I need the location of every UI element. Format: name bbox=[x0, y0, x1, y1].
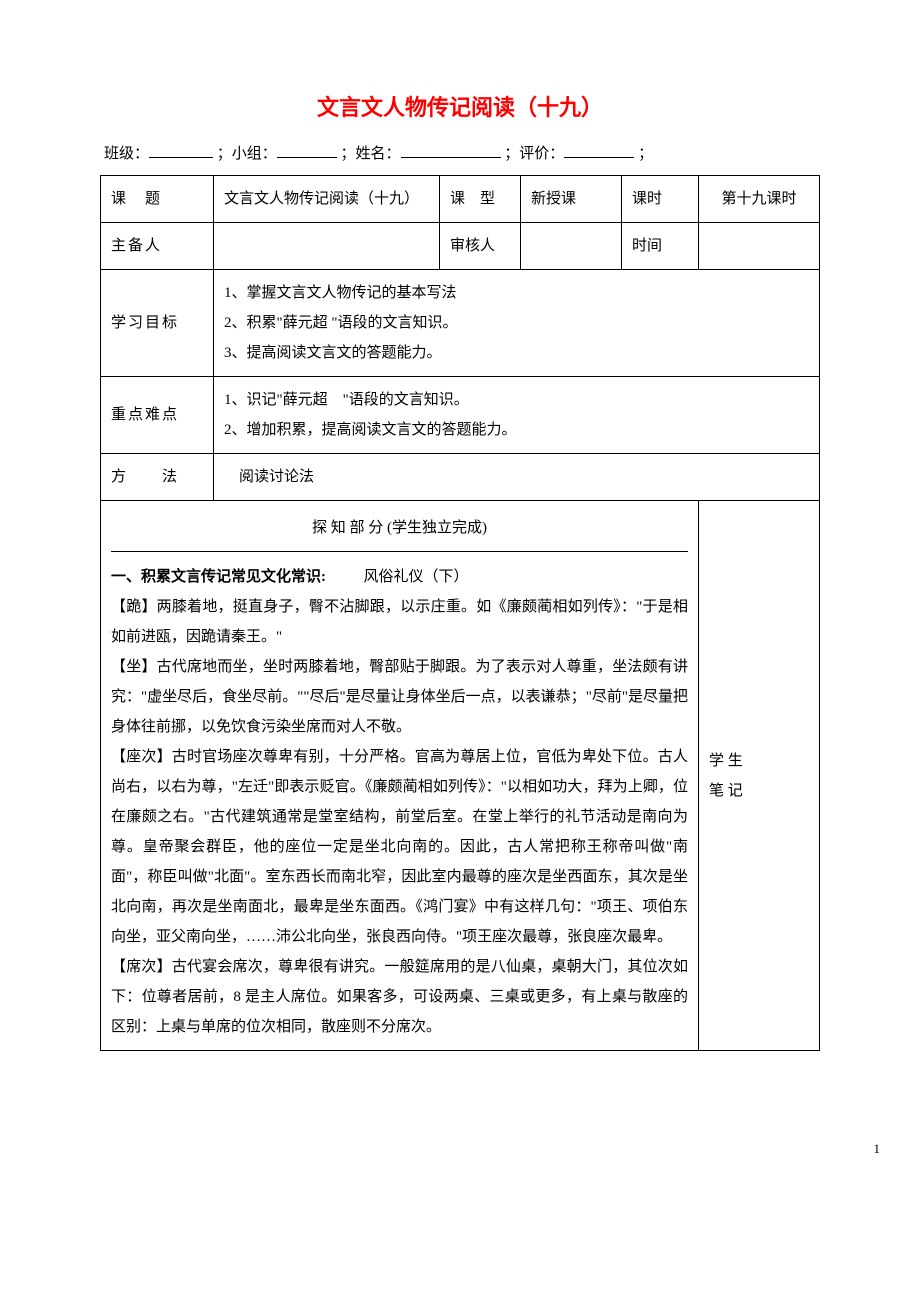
page-number: 1 bbox=[0, 1141, 920, 1157]
keypoints-cell: 1、识记"薛元超 "语段的文言知识。 2、增加积累，提高阅读文言文的答题能力。 bbox=[214, 377, 820, 454]
reviewer-value bbox=[521, 223, 622, 270]
goal-line: 2、积累"薛元超 "语段的文言知识。 bbox=[224, 308, 809, 338]
content-cell: 探 知 部 分 (学生独立完成) 一、积累文言传记常见文化常识: 风俗礼仪（下）… bbox=[101, 501, 699, 1051]
reviewer-label: 审核人 bbox=[440, 223, 521, 270]
period-label: 课时 bbox=[622, 176, 699, 223]
class-label: 班级： bbox=[104, 146, 149, 162]
name-label: ；姓名： bbox=[341, 146, 401, 162]
paragraph: 【席次】古代宴会席次，尊卑很有讲究。一般筵席用的是八仙桌，桌朝大门，其位次如下：… bbox=[111, 952, 688, 1042]
document-page: 文言文人物传记阅读（十九） 班级： ；小组： ；姓名： ；评价： ； 课 题 文… bbox=[100, 0, 820, 1091]
author-label: 主备人 bbox=[101, 223, 214, 270]
table-row: 方 法 阅读讨论法 bbox=[101, 454, 820, 501]
rating-label: ；评价： bbox=[504, 146, 564, 162]
notes-line: 学 生 bbox=[709, 746, 809, 776]
main-table: 课 题 文言文人物传记阅读（十九） 课 型 新授课 课时 第十九课时 主备人 审… bbox=[100, 175, 820, 1051]
goals-label: 学习目标 bbox=[101, 270, 214, 377]
paragraph: 【坐】古代席地而坐，坐时两膝着地，臀部贴于脚跟。为了表示对人尊重，坐法颇有讲究：… bbox=[111, 652, 688, 742]
keypoints-label: 重点难点 bbox=[101, 377, 214, 454]
topic-value: 文言文人物传记阅读（十九） bbox=[214, 176, 440, 223]
method-value: 阅读讨论法 bbox=[214, 454, 820, 501]
section-title-b: 风俗礼仪（下） bbox=[364, 569, 469, 585]
type-label: 课 型 bbox=[440, 176, 521, 223]
time-label: 时间 bbox=[622, 223, 699, 270]
keypoint-line: 1、识记"薛元超 "语段的文言知识。 bbox=[224, 385, 809, 415]
paragraph: 【跪】两膝着地，挺直身子，臀不沾脚跟，以示庄重。如《廉颇蔺相如列传》："于是相如… bbox=[111, 592, 688, 652]
notes-line: 笔 记 bbox=[709, 776, 809, 806]
keypoint-line: 2、增加积累，提高阅读文言文的答题能力。 bbox=[224, 415, 809, 445]
goal-line: 3、提高阅读文言文的答题能力。 bbox=[224, 338, 809, 368]
goals-cell: 1、掌握文言文人物传记的基本写法 2、积累"薛元超 "语段的文言知识。 3、提高… bbox=[214, 270, 820, 377]
table-row: 重点难点 1、识记"薛元超 "语段的文言知识。 2、增加积累，提高阅读文言文的答… bbox=[101, 377, 820, 454]
section-title-row: 一、积累文言传记常见文化常识: 风俗礼仪（下） bbox=[111, 562, 688, 592]
group-label: ；小组： bbox=[217, 146, 277, 162]
info-end: ； bbox=[638, 146, 653, 162]
type-value: 新授课 bbox=[521, 176, 622, 223]
section-header: 探 知 部 分 (学生独立完成) bbox=[111, 513, 688, 543]
table-row: 主备人 审核人 时间 bbox=[101, 223, 820, 270]
paragraph: 【座次】古时官场座次尊卑有别，十分严格。官高为尊居上位，官低为卑处下位。古人尚右… bbox=[111, 742, 688, 952]
group-blank bbox=[277, 143, 337, 158]
notes-cell: 学 生 笔 记 bbox=[699, 501, 820, 1051]
time-value bbox=[699, 223, 820, 270]
period-value: 第十九课时 bbox=[699, 176, 820, 223]
section-title-a: 一、积累文言传记常见文化常识: bbox=[111, 569, 326, 585]
table-row: 探 知 部 分 (学生独立完成) 一、积累文言传记常见文化常识: 风俗礼仪（下）… bbox=[101, 501, 820, 1051]
rating-blank bbox=[564, 143, 634, 158]
class-blank bbox=[149, 143, 213, 158]
method-label: 方 法 bbox=[101, 454, 214, 501]
goal-line: 1、掌握文言文人物传记的基本写法 bbox=[224, 278, 809, 308]
author-value bbox=[214, 223, 440, 270]
name-blank bbox=[401, 143, 501, 158]
page-title: 文言文人物传记阅读（十九） bbox=[100, 90, 820, 122]
topic-label: 课 题 bbox=[101, 176, 214, 223]
info-line: 班级： ；小组： ；姓名： ；评价： ； bbox=[100, 142, 820, 163]
table-row: 课 题 文言文人物传记阅读（十九） 课 型 新授课 课时 第十九课时 bbox=[101, 176, 820, 223]
divider bbox=[111, 551, 688, 552]
table-row: 学习目标 1、掌握文言文人物传记的基本写法 2、积累"薛元超 "语段的文言知识。… bbox=[101, 270, 820, 377]
